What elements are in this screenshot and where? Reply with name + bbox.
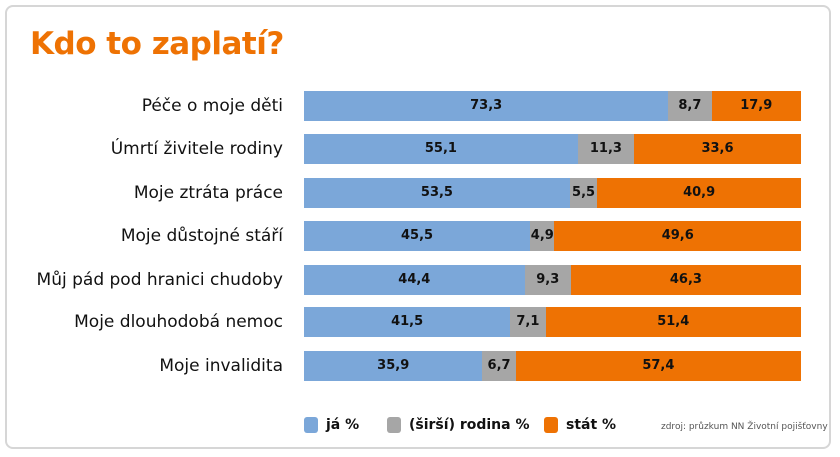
- bar-segment-stat: 57,4: [515, 351, 801, 381]
- bar-segment-stat: 17,9: [711, 91, 801, 121]
- bar-segment-rodina: 11,3: [577, 134, 634, 164]
- chart-frame: [5, 5, 831, 449]
- legend-item-stat: stát %: [544, 417, 616, 433]
- bar-segment-rodina: 7,1: [510, 307, 546, 337]
- bar-segment-stat: 46,3: [570, 265, 801, 295]
- bar-segment-stat: 51,4: [545, 307, 801, 337]
- bar-segment-ja: 45,5: [304, 221, 531, 251]
- bar-segment-stat: 49,6: [554, 221, 801, 251]
- category-label: Péče o moje děti: [141, 96, 283, 116]
- category-label: Moje ztráta práce: [133, 183, 283, 203]
- legend-item-ja: já %: [304, 417, 359, 433]
- legend-swatch: [544, 417, 558, 433]
- source-note: zdroj: průzkum NN Životní pojišťovny: [661, 422, 828, 432]
- bar-segment-rodina: 8,7: [668, 91, 712, 121]
- bar-segment-rodina: 9,3: [524, 265, 571, 295]
- legend-label: (širší) rodina %: [409, 417, 530, 433]
- bar-segment-stat: 40,9: [597, 178, 801, 208]
- category-label: Moje důstojné stáří: [120, 226, 283, 246]
- chart-title: Kdo to zaplatí?: [30, 26, 284, 62]
- bar-segment-ja: 53,5: [304, 178, 570, 208]
- bar-segment-ja: 55,1: [304, 134, 578, 164]
- legend-label: stát %: [566, 417, 617, 433]
- bar-segment-ja: 44,4: [304, 265, 525, 295]
- legend-item-rodina: (širší) rodina %: [387, 417, 530, 433]
- bar-segment-stat: 33,6: [634, 134, 801, 164]
- category-label: Moje invalidita: [159, 356, 283, 376]
- bar-segment-rodina: 4,9: [530, 221, 555, 251]
- bar-segment-ja: 73,3: [304, 91, 669, 121]
- category-label: Moje dlouhodobá nemoc: [74, 312, 283, 332]
- bar-segment-ja: 41,5: [304, 307, 511, 337]
- legend-swatch: [387, 417, 401, 433]
- bar-segment-ja: 35,9: [304, 351, 483, 381]
- bar-segment-rodina: 6,7: [482, 351, 516, 381]
- bar-segment-rodina: 5,5: [569, 178, 598, 208]
- legend-swatch: [304, 417, 318, 433]
- category-label: Můj pád pod hranici chudoby: [36, 270, 283, 290]
- category-label: Úmrtí živitele rodiny: [110, 139, 283, 159]
- legend-label: já %: [326, 417, 360, 433]
